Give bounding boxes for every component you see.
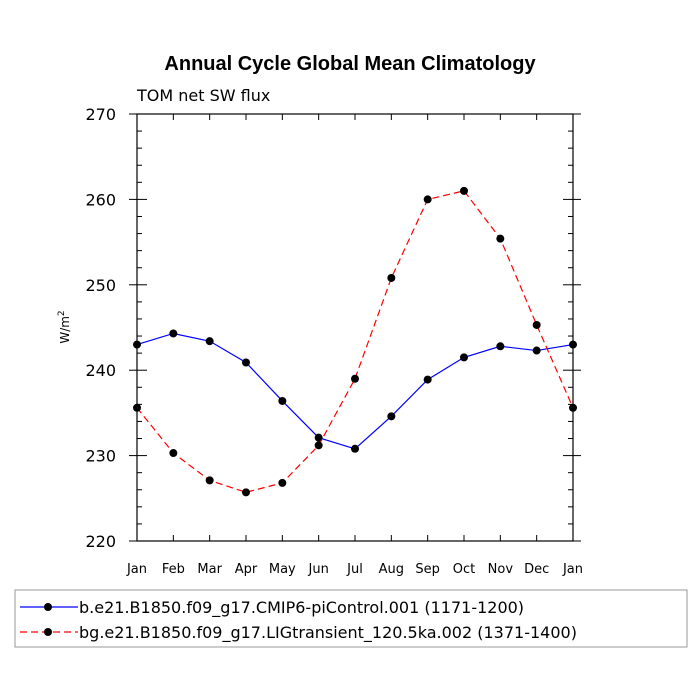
y-axis-label: W/m2 (57, 310, 72, 343)
x-tick-label: Dec (524, 562, 549, 577)
x-tick-label: Feb (162, 562, 185, 577)
legend-label: b.e21.B1850.f09_g17.CMIP6-piControl.001 … (79, 598, 524, 618)
axis-ticks (129, 113, 581, 542)
y-axis-label-text: W/m (58, 316, 72, 344)
chart-title: Annual Cycle Global Mean Climatology (164, 53, 536, 75)
x-tick-label: Apr (235, 562, 258, 577)
x-tick-label: Nov (488, 562, 514, 577)
legend-box (14, 589, 688, 648)
legend-marker (44, 603, 52, 611)
x-tick-label: Jul (346, 562, 363, 577)
data-point (351, 444, 359, 453)
legend-label: bg.e21.B1850.f09_g17.LIGtransient_120.5k… (79, 623, 577, 643)
data-point (423, 195, 432, 204)
x-tick-label: Aug (379, 562, 404, 577)
data-point (169, 449, 178, 458)
data-point (423, 375, 432, 384)
legend-marker (44, 628, 52, 636)
legend-item: b.e21.B1850.f09_g17.CMIP6-piControl.001 … (20, 598, 524, 618)
y-tick-label: 260 (85, 190, 116, 209)
data-point (351, 374, 359, 383)
series-layer (133, 186, 577, 497)
axis-tick-labels: Jan Feb Mar Apr May Jun Jul Aug Sep Oct Nov Dec Jan 2… (85, 105, 583, 577)
series-line (136, 332, 574, 450)
data-point (496, 234, 505, 243)
series-1 (133, 329, 577, 453)
chart-subtitle: TOM net SW flux (136, 86, 270, 105)
data-point (387, 273, 396, 282)
x-tick-label: Sep (415, 562, 440, 577)
series-2 (133, 186, 577, 497)
data-point (387, 412, 396, 421)
y-tick-label: 270 (85, 105, 116, 124)
data-point (314, 433, 323, 442)
x-tick-label: Mar (197, 562, 222, 577)
x-tick-label: Jan (562, 562, 583, 577)
x-tick-label: May (269, 562, 296, 577)
y-tick-label: 250 (85, 276, 116, 295)
data-point (205, 476, 214, 485)
legend-item: bg.e21.B1850.f09_g17.LIGtransient_120.5k… (20, 623, 577, 643)
data-point (242, 488, 250, 497)
data-point (532, 346, 541, 355)
y-tick-label: 240 (85, 361, 116, 380)
data-point (460, 353, 468, 362)
x-tick-label: Jun (308, 562, 329, 577)
data-point (532, 320, 541, 329)
data-point (278, 478, 287, 487)
plot-area-frame (136, 113, 574, 542)
data-point (460, 186, 468, 195)
x-tick-label: Jan (126, 562, 147, 577)
y-axis-label-superscript: 2 (57, 310, 67, 316)
x-tick-label: Oct (453, 562, 475, 577)
y-tick-label: 230 (85, 447, 116, 466)
data-point (205, 337, 214, 346)
legend: b.e21.B1850.f09_g17.CMIP6-piControl.001 … (20, 598, 577, 643)
data-point (314, 441, 323, 450)
y-tick-label: 220 (85, 532, 116, 551)
data-point (242, 358, 250, 367)
data-point (278, 396, 287, 405)
data-point (496, 342, 505, 351)
data-point (169, 329, 178, 338)
